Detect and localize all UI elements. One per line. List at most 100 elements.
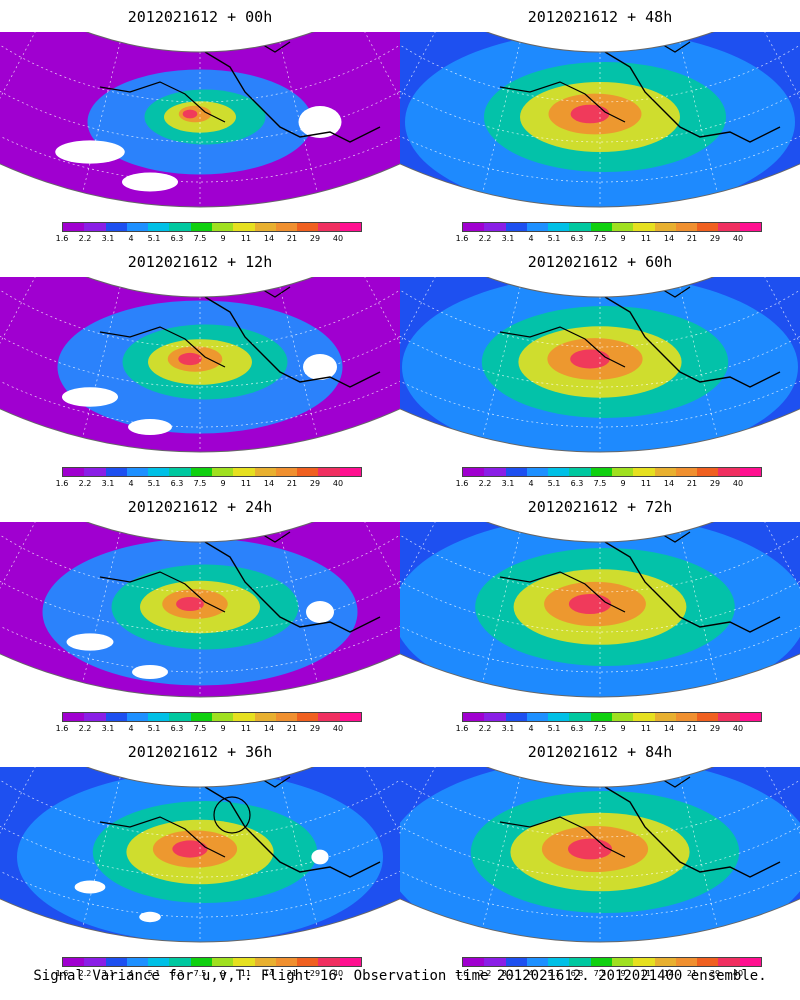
colorbar-swatch [297,468,319,476]
colorbar-tick-label: 40 [732,234,744,243]
colorbar-tick-label: 1.6 [55,724,69,733]
colorbar-swatch [463,713,485,721]
colorbar-swatch [339,468,361,476]
forecast-panel: 2012021612 + 12h 1.6 2.2 3.1 4 5.1 6.3 7.5 9 11 14… [0,245,400,490]
colorbar-tick-label: 4 [128,234,134,243]
colorbar-swatch [105,223,127,231]
colorbar-swatch [126,713,149,721]
variance-map [0,32,400,208]
colorbar-swatch [148,713,170,721]
colorbar-swatch [63,713,85,721]
colorbar-swatch [84,713,106,721]
colorbar-swatch [463,223,485,231]
colorbar-swatch [254,223,276,231]
colorbar-labels: 1.6 2.2 3.1 4 5.1 6.3 7.5 9 11 14 21 29 40 [56,969,362,979]
colorbar-tick-label: 21 [686,724,698,733]
colorbar [62,957,362,967]
colorbar-swatch [611,713,634,721]
colorbar-tick-label: 7.5 [193,724,207,733]
colorbar-tick-label: 6.3 [170,479,184,488]
colorbar-swatch [463,468,485,476]
colorbar-swatch [633,958,655,966]
colorbar-swatch [254,468,276,476]
variance-map [400,277,800,453]
colorbar-tick-label: 9 [220,969,226,978]
colorbar-swatch [697,713,719,721]
colorbar-swatch [697,223,719,231]
forecast-panel: 2012021612 + 48h 1.6 2.2 3.1 4 5.1 6.3 7.5 9 11 14… [400,0,800,245]
colorbar-swatch [169,223,191,231]
colorbar-swatch [254,958,276,966]
colorbar-tick-label: 1.6 [55,969,69,978]
colorbar-tick-label: 5.1 [147,479,161,488]
colorbar-swatch [275,468,298,476]
colorbar-labels: 1.6 2.2 3.1 4 5.1 6.3 7.5 9 11 14 21 29 40 [456,479,762,489]
colorbar-tick-label: 14 [263,969,275,978]
colorbar-swatch [590,468,612,476]
colorbar-swatch [739,223,761,231]
colorbar-tick-label: 3.1 [501,234,515,243]
panel-title: 2012021612 + 72h [527,498,673,516]
colorbar-swatch [339,713,361,721]
colorbar-swatch [126,468,149,476]
forecast-panel: 2012021612 + 00h 1.6 2.2 3.1 4 5.1 6.3 7.5 9 11 14… [0,0,400,245]
colorbar-tick-label: 2.2 [478,724,492,733]
colorbar-swatch [190,713,212,721]
colorbar-tick-label: 6.3 [570,724,584,733]
panel-title: 2012021612 + 24h [127,498,273,516]
colorbar [62,222,362,232]
colorbar-tick-label: 3.1 [501,479,515,488]
colorbar-tick-label: 9 [220,724,226,733]
colorbar-tick-label: 6.3 [170,724,184,733]
colorbar-swatch [148,958,170,966]
colorbar-tick-label: 14 [663,724,675,733]
colorbar-tick-label: 29 [309,969,321,978]
colorbar-swatch [633,468,655,476]
variance-map [400,522,800,698]
colorbar-swatch [484,713,506,721]
colorbar-swatch [190,223,212,231]
colorbar-swatch [169,713,191,721]
colorbar-tick-label: 9 [220,234,226,243]
colorbar-swatch [526,958,549,966]
colorbar-tick-label: 40 [732,479,744,488]
colorbar-tick-label: 5.1 [147,969,161,978]
colorbar-swatch [718,468,740,476]
colorbar-tick-label: 7.5 [593,234,607,243]
colorbar [462,467,762,477]
colorbar-tick-label: 2.2 [478,479,492,488]
colorbar-swatch [590,713,612,721]
colorbar-swatch [505,958,527,966]
colorbar-swatch [63,223,85,231]
colorbar-tick-label: 6.3 [570,969,584,978]
colorbar-swatch [254,713,276,721]
colorbar-labels: 1.6 2.2 3.1 4 5.1 6.3 7.5 9 11 14 21 29 40 [456,234,762,244]
colorbar-swatch [318,713,340,721]
colorbar-swatch [63,468,85,476]
colorbar-swatch [505,713,527,721]
colorbar-tick-label: 14 [263,724,275,733]
colorbar-tick-label: 4 [528,724,534,733]
colorbar-labels: 1.6 2.2 3.1 4 5.1 6.3 7.5 9 11 14 21 29 40 [56,724,362,734]
colorbar-tick-label: 21 [286,479,298,488]
colorbar-swatch [675,468,698,476]
colorbar-tick-label: 4 [528,969,534,978]
colorbar-swatch [611,958,634,966]
colorbar-tick-label: 7.5 [193,234,207,243]
colorbar-tick-label: 2.2 [78,234,92,243]
colorbar-tick-label: 4 [528,479,534,488]
panel-title: 2012021612 + 12h [127,253,273,271]
colorbar-tick-label: 9 [620,234,626,243]
colorbar-swatch [675,713,698,721]
colorbar-tick-label: 4 [128,969,134,978]
colorbar-swatch [233,468,255,476]
colorbar-swatch [675,223,698,231]
colorbar-tick-label: 3.1 [501,724,515,733]
colorbar-tick-label: 29 [309,234,321,243]
colorbar-swatch [63,958,85,966]
colorbar-tick-label: 14 [263,479,275,488]
colorbar-swatch [297,223,319,231]
colorbar-tick-label: 14 [263,234,275,243]
colorbar-swatch [484,958,506,966]
colorbar-swatch [739,958,761,966]
